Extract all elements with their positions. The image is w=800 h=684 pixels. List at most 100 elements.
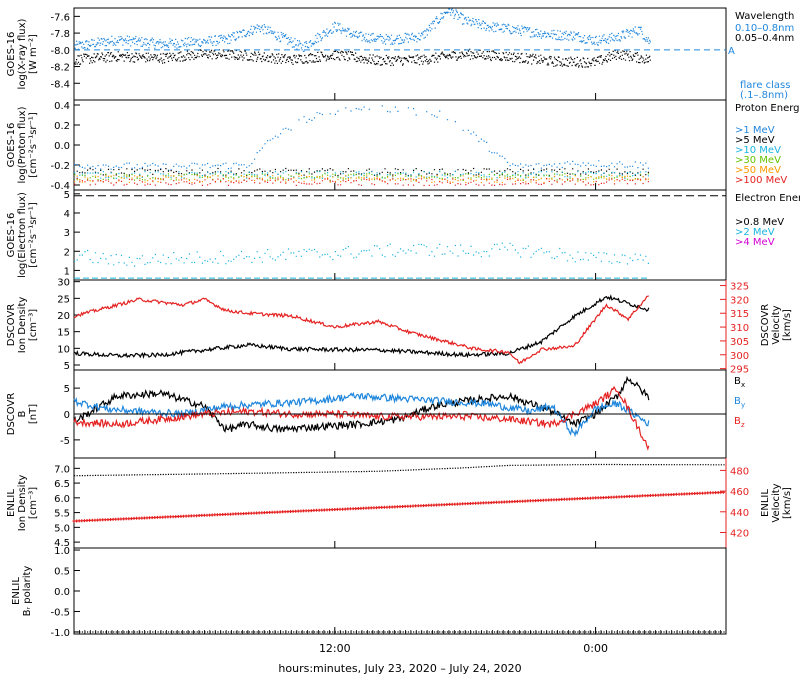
dscovr_density-ytick-label: 30 [57,278,70,289]
dscovr_b-series-0 [73,375,650,434]
dscovr_density-ytick-label: 5 [64,361,70,372]
enlil_polarity-ytick-label: 0.5 [54,567,70,578]
dscovr_b-series-1 [73,391,650,438]
enlil_polarity-ylabel: Bᵣ polarity [22,566,33,617]
flare-class-label: flare class [740,80,790,91]
dscovr_b-ylabel: [nT] [28,404,39,424]
electron-legend-entry: >4 MeV [735,237,775,248]
electron-legend-entry: >2 MeV [735,227,775,238]
xray-ylabel: log(X-ray flux) [17,18,28,89]
xray-ylabel: GOES-16 [6,32,17,77]
electron-ytick-label: 2 [64,247,70,258]
dscovr_density-ytick2-label: 310 [730,323,749,334]
b-legend-subscript: y [741,401,745,409]
xray-series-0 [74,8,651,52]
dscovr_density-ytick-label: 25 [57,294,70,305]
b-legend-entry: B [734,376,741,387]
flare-class-range: (.1–.8nm) [740,90,788,101]
enlil_polarity-ylabel: ENLIL [11,577,22,605]
dscovr_density-ytick2-label: 300 [730,351,749,362]
proton-legend-title: Proton Energies [735,103,800,114]
enlil_density-ylabel: Ion Density [17,475,28,532]
dscovr_density-ytick-label: 10 [57,344,70,355]
proton-legend-entry: >30 MeV [735,155,781,166]
xray-legend-title: Wavelength [735,11,794,22]
dscovr_density-ylabel: Ion Density [17,297,28,354]
dscovr_density-ylabel: [cm⁻³] [28,309,39,341]
proton-series-0 [74,105,649,171]
dscovr_density-frame [73,279,727,371]
xray-legend-entry: 0.05–0.4nm [735,33,794,44]
proton-ytick-label: 0.4 [54,101,70,112]
electron-ytick-label: 5 [64,190,70,201]
proton-ytick-label: 0.0 [54,141,70,152]
enlil_density-ylabel2: Velocity [771,483,782,522]
dscovr_b-ytick-label: 0 [64,410,70,421]
xray-legend-entry: 0.10–0.8nm [735,23,794,34]
proton-legend-entry: >100 MeV [735,175,787,186]
xray-ytick-label: -7.8 [50,29,70,40]
dscovr_b-ytick-label: -5 [60,436,70,447]
proton-legend-entry: >50 MeV [735,165,781,176]
proton-legend-entry: >10 MeV [735,145,781,156]
enlil_polarity-ytick-label: -0.5 [50,607,70,618]
enlil_density-ylabel2: ENLIL [760,489,771,517]
proton-ytick-label: 0.2 [54,121,70,132]
proton-frame [73,99,727,191]
dscovr_density-ylabel2: Velocity [771,305,782,344]
enlil_density-ylabel: ENLIL [6,489,17,517]
dscovr_density-ytick2-label: 295 [730,365,749,376]
xray-ytick-label: -8.2 [50,63,70,74]
x-tick-label: 12:00 [319,642,351,655]
proton-legend-entry: >5 MeV [735,135,775,146]
dscovr_density-ytick2-label: 315 [730,309,749,320]
b-legend-entry: B [734,396,741,407]
enlil_density-ytick-label: 6.0 [54,494,70,505]
proton-legend-entry: >1 MeV [735,125,775,136]
xray-series-1 [74,48,651,68]
electron-legend-title: Electron Energies [735,193,800,204]
electron-series-1 [74,242,649,267]
enlil_density-series-0 [74,463,725,477]
electron-ylabel: GOES-16 [6,213,17,258]
xray-ytick-label: -8.4 [50,79,70,90]
proton-ytick-label: -0.2 [50,161,70,172]
enlil_density-series-1 [72,490,725,523]
electron-ylabel: log(Electron flux) [17,192,28,278]
enlil_polarity-ytick-label: 1.0 [54,546,70,557]
electron-ylabel: [cm⁻²s⁻¹sr⁻¹] [28,202,39,268]
dscovr_density-ylabel2: [km/s] [782,309,793,341]
dscovr_density-series-0 [73,294,650,359]
enlil_polarity-frame [73,547,727,635]
dscovr_b-ylabel: B [17,410,28,417]
xray-ylabel: [W m⁻²] [28,34,39,74]
dscovr_density-ytick-label: 20 [57,311,70,322]
enlil_polarity-ytick-label: -1.0 [50,628,70,639]
dscovr_density-ytick2-label: 305 [730,337,749,348]
dscovr_density-series-1 [73,295,649,365]
enlil_density-ylabel: [cm⁻³] [28,487,39,519]
dscovr_density-ytick-label: 15 [57,328,70,339]
xray-ytick-label: -7.6 [50,12,70,23]
enlil_density-ytick-label: 6.5 [54,479,70,490]
proton-ytick-label: -0.4 [50,181,70,192]
proton-series-5 [74,177,649,187]
xray-ytick-label: -8.0 [50,46,70,57]
enlil_density-ytick2-label: 480 [730,466,749,477]
proton-ylabel: log(Proton flux) [17,106,28,183]
enlil_density-ytick-label: 7.0 [54,464,70,475]
enlil_density-ytick2-label: 460 [730,487,749,498]
electron-legend-entry: >0.8 MeV [735,217,784,228]
proton-ylabel: GOES-16 [6,123,17,168]
b-legend-entry: B [734,416,741,427]
electron-frame [73,189,727,281]
b-legend-subscript: x [741,381,745,389]
electron-ytick-label: 4 [64,209,70,220]
enlil_density-ytick-label: 5.5 [54,509,70,520]
flare-class-marker: A [728,46,735,57]
proton-series-4 [74,174,649,184]
dscovr_density-ylabel: DSCOVR [6,304,17,347]
dscovr_b-ylabel: DSCOVR [6,393,17,436]
